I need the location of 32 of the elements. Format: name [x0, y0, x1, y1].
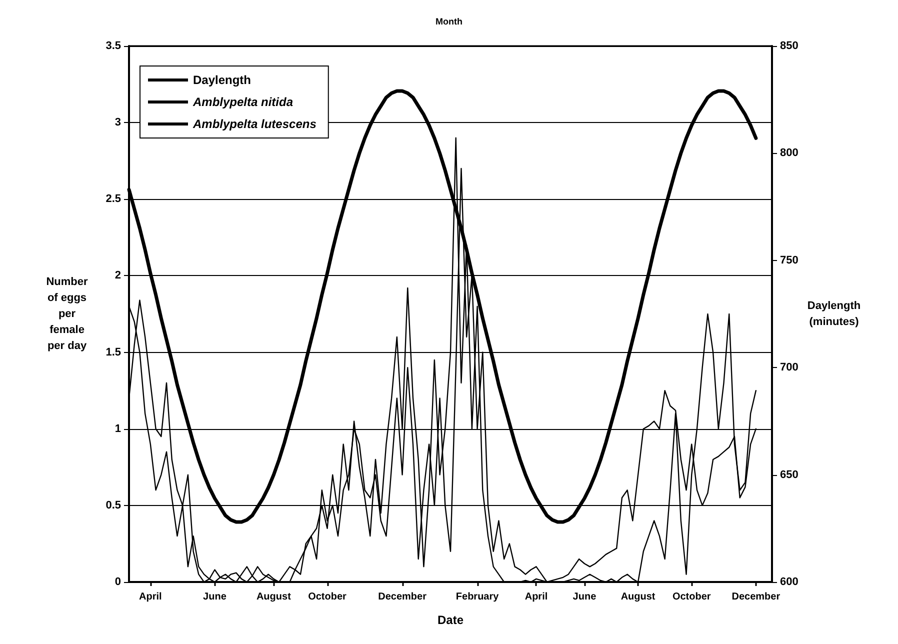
y-tick-label: 3.5 [106, 40, 121, 52]
y-tick-label: 2.5 [106, 193, 121, 206]
y-tick-label: 1.5 [106, 346, 121, 358]
x-tick-label: August [620, 592, 656, 602]
x-tick-label: February [456, 592, 500, 602]
x-tick-label: October [672, 592, 711, 602]
legend-label: Amblypelta lutescens [192, 117, 317, 131]
x-tick-label: June [203, 592, 227, 602]
y-tick-label: 0.5 [106, 499, 121, 512]
x-tick-label: October [308, 592, 347, 602]
x-tick-label: April [139, 592, 162, 602]
legend-label: Daylength [193, 73, 252, 87]
y2-tick-label: 650 [780, 468, 798, 481]
y2-tick-label: 700 [780, 362, 798, 374]
y-tick-label: 2 [114, 270, 121, 282]
x-tick-label: December [732, 592, 780, 602]
y-tick-label: 1 [114, 422, 121, 435]
x-tick-label: April [524, 592, 548, 602]
legend-label: Amblypelta nitida [192, 95, 294, 109]
y2-axis-title: Daylength (minutes) [807, 300, 861, 328]
y-axis-title: Number of eggs per female per day [46, 276, 88, 352]
x-tick-label: June [572, 592, 597, 602]
x-tick-label: August [256, 592, 292, 602]
y-tick-label: 0 [114, 576, 121, 588]
y-tick-label: 3 [114, 116, 121, 129]
x-tick-label: December [378, 592, 427, 602]
y2-tick-label: 600 [780, 576, 798, 588]
x-axis-title: Date [437, 613, 464, 627]
y2-tick-label: 750 [780, 254, 798, 266]
y2-tick-label: 800 [780, 147, 798, 160]
chart-title: Month [436, 16, 462, 26]
y2-tick-label: 850 [780, 40, 798, 52]
